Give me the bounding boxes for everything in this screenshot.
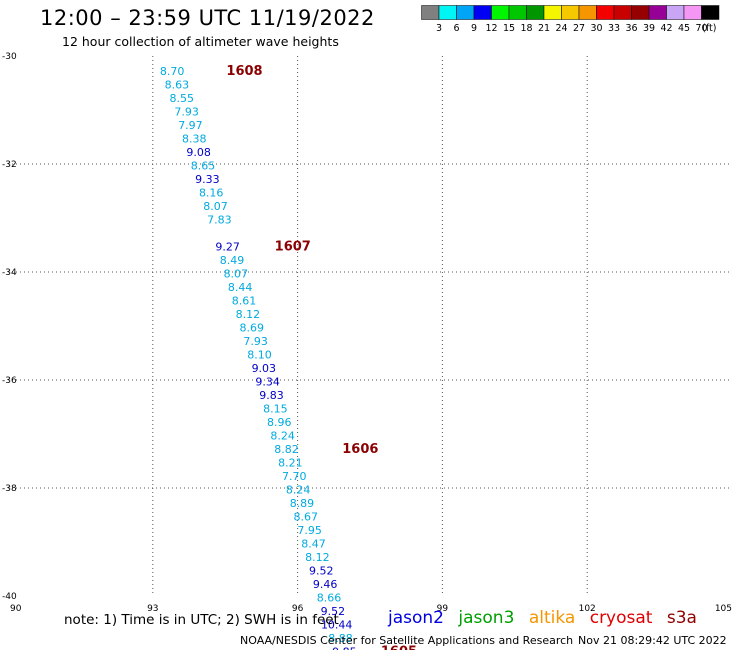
pass-time-label: 1605 <box>381 644 417 650</box>
swh-data-label: 8.21 <box>278 456 303 469</box>
chart-title: 12:00 – 23:59 UTC 11/19/2022 <box>40 6 375 30</box>
swh-data-label: 9.34 <box>255 375 280 388</box>
color-scale-legend: 3 6 9 12 15 18 21 24 27 30 33 36 39 42 45 70(ft) <box>421 5 720 34</box>
chart-subtitle: 12 hour collection of altimeter wave hei… <box>62 34 339 49</box>
colorbar-label: 21 <box>538 23 550 34</box>
swh-data-label: 8.16 <box>199 186 224 199</box>
y-tick-label: -32 <box>2 160 17 170</box>
swh-data-label: 9.52 <box>321 605 346 618</box>
swh-data-label: 8.67 <box>294 510 319 523</box>
colorbar-label: 9 <box>471 23 477 34</box>
colorbar-label: 30 <box>590 23 602 34</box>
colorbar-label: 39 <box>643 23 655 34</box>
swh-data-label: 7.93 <box>243 335 268 348</box>
swh-data-label: 7.93 <box>174 105 199 118</box>
colorbar-label: 45 <box>678 23 690 34</box>
pass-time-label: 1608 <box>226 64 262 79</box>
swh-data-label: 8.55 <box>170 92 195 105</box>
legend-altika: altika <box>528 608 576 628</box>
swh-data-label: 7.97 <box>178 119 203 132</box>
x-tick-label: 93 <box>147 604 158 614</box>
swh-data-label: 7.83 <box>207 213 232 226</box>
swh-data-label: 8.96 <box>267 416 292 429</box>
legend-cryosat: cryosat <box>589 608 653 628</box>
swh-data-label: 9.85 <box>332 645 357 650</box>
swh-data-label: 8.61 <box>232 294 257 307</box>
swh-data-label: 8.47 <box>301 537 326 550</box>
x-tick-label: 96 <box>292 604 304 614</box>
swh-data-label: 9.27 <box>215 240 240 253</box>
colorbar-label: 3 <box>436 23 442 34</box>
colorbar-label: 27 <box>573 23 585 34</box>
swh-data-label: 8.24 <box>270 429 295 442</box>
swh-data-label: 9.46 <box>313 578 338 591</box>
swh-data-label: 10.44 <box>321 618 353 631</box>
swh-data-label: 8.66 <box>317 591 342 604</box>
y-tick-label: -30 <box>2 52 17 62</box>
legend-jason3: jason3 <box>458 608 515 628</box>
swh-data-label: 8.65 <box>191 159 216 172</box>
swh-data-label: 9.52 <box>309 564 334 577</box>
x-tick-label: 99 <box>437 604 449 614</box>
satellite-legend: jason2 jason3 altika cryosat s3a <box>388 608 706 628</box>
swh-data-label: 7.95 <box>297 524 322 537</box>
y-tick-label: -40 <box>2 592 17 602</box>
swh-data-label: 8.10 <box>247 348 272 361</box>
swh-data-label: 8.12 <box>305 551 330 564</box>
swh-data-label: 8.07 <box>224 267 249 280</box>
colorbar-swatch <box>701 5 720 20</box>
swh-data-label: 8.07 <box>203 200 228 213</box>
swh-data-label: 9.33 <box>195 173 220 186</box>
legend-s3a: s3a <box>666 608 697 628</box>
credit-line: NOAA/NESDIS Center for Satellite Applica… <box>240 634 574 647</box>
pass-time-label: 1606 <box>342 442 378 457</box>
y-tick-label: -36 <box>2 376 17 386</box>
colorbar-label: 6 <box>453 23 459 34</box>
swh-data-label: 9.08 <box>186 146 211 159</box>
legend-jason2: jason2 <box>388 608 444 628</box>
colorbar-label: 70 <box>695 23 707 34</box>
colorbar-label: 24 <box>555 23 567 34</box>
swh-data-label: 8.70 <box>160 65 185 78</box>
colorbar-label: 36 <box>625 23 637 34</box>
y-tick-label: -38 <box>2 484 17 494</box>
pass-time-label: 1607 <box>275 239 311 254</box>
swh-data-label: 7.70 <box>282 470 307 483</box>
colorbar-label: 12 <box>485 23 497 34</box>
colorbar-label: 33 <box>608 23 620 34</box>
x-tick-label: 90 <box>10 604 22 614</box>
swh-data-label: 8.38 <box>182 132 207 145</box>
colorbar-unit: (ft) <box>702 23 716 34</box>
swh-data-label: 8.24 <box>286 483 311 496</box>
x-tick-label: 105 <box>715 604 732 614</box>
colorbar-label: 42 <box>660 23 672 34</box>
x-tick-label: 102 <box>579 604 596 614</box>
swh-data-label: 8.82 <box>274 443 299 456</box>
swh-data-label: 8.44 <box>228 281 253 294</box>
swh-data-label: 8.88 <box>328 632 353 645</box>
swh-data-label: 8.63 <box>165 78 190 91</box>
swh-data-label: 9.03 <box>252 362 277 375</box>
swh-data-label: 8.69 <box>239 321 264 334</box>
footer-note: note: 1) Time is in UTC; 2) SWH is in fe… <box>64 612 339 628</box>
swh-data-label: 8.89 <box>290 497 315 510</box>
swh-data-label: 9.83 <box>259 389 284 402</box>
colorbar-label: 15 <box>503 23 515 34</box>
generation-timestamp: Nov 21 08:29:42 UTC 2022 <box>578 634 727 647</box>
colorbar-label: 18 <box>520 23 532 34</box>
swh-data-label: 8.49 <box>220 254 245 267</box>
y-tick-label: -34 <box>2 268 17 278</box>
swh-data-label: 8.12 <box>236 308 261 321</box>
swh-data-label: 8.15 <box>263 402 288 415</box>
